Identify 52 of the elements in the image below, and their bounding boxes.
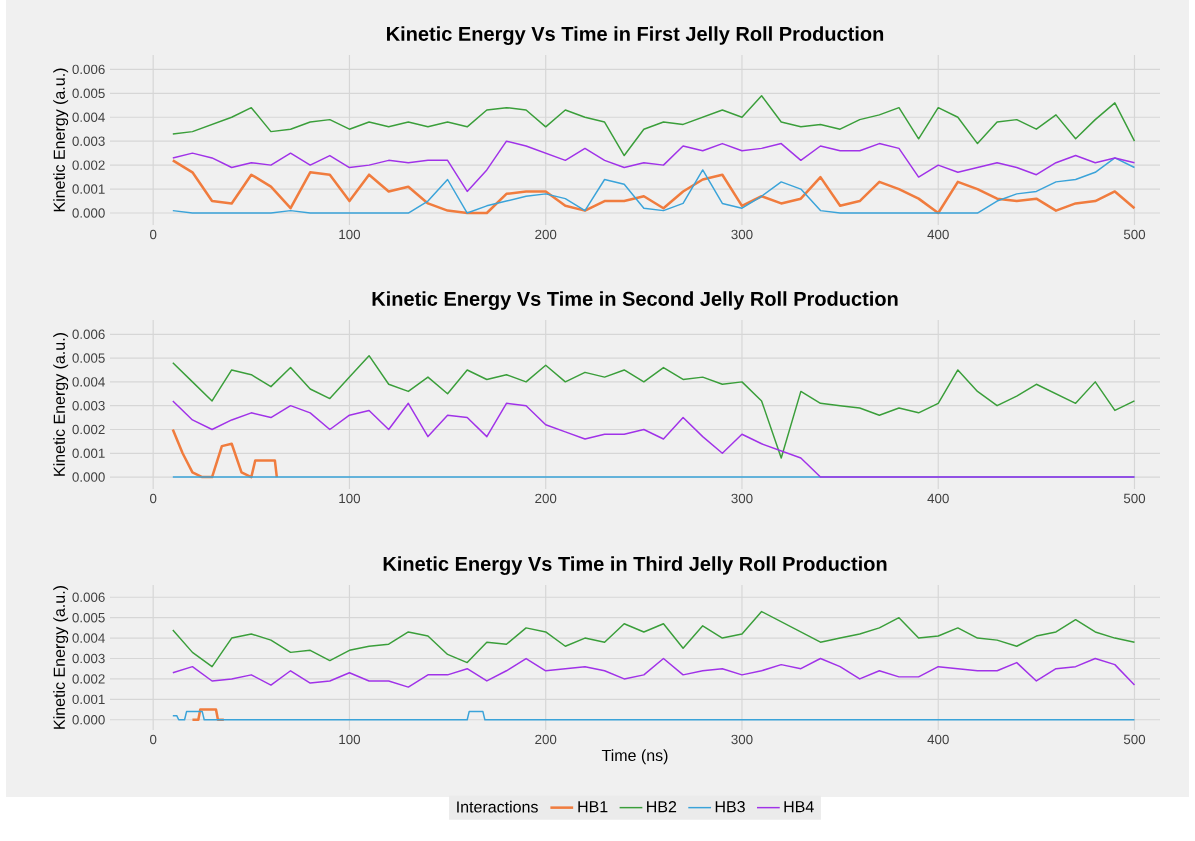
y-tick-label: 0.003 [72, 136, 105, 146]
y-tick-label: 0.002 [72, 674, 105, 684]
x-axis-title: Time (ns) [601, 749, 668, 765]
y-tick-label: 0.003 [72, 400, 105, 411]
y-tick-label: 0.005 [72, 88, 105, 99]
x-tick-label: 100 [339, 493, 361, 504]
x-tick-label: 500 [1123, 229, 1146, 240]
chart-title: Kinetic Energy Vs Time in Second Jelly Roll Production [372, 291, 898, 310]
x-tick-label: 400 [927, 229, 949, 240]
x-tick-label: 300 [731, 493, 753, 504]
y-tick-label: 0.006 [72, 592, 105, 602]
y-tick-label: 0.006 [72, 64, 105, 75]
y-tick-label: 0.004 [72, 377, 105, 387]
x-tick-label: 200 [535, 734, 557, 745]
y-tick-label: 0.003 [72, 653, 105, 664]
legend-label: HB3 [715, 801, 745, 813]
chart-title: Kinetic Energy Vs Time in Third Jelly Roll Production [383, 556, 887, 575]
y-tick-label: 0.001 [72, 694, 105, 705]
x-tick-label: 300 [731, 229, 753, 240]
y-tick-label: 0.000 [72, 715, 105, 725]
y-tick-label: 0.000 [72, 208, 105, 218]
x-tick-label: 0 [150, 734, 157, 745]
y-tick-label: 0.005 [72, 612, 105, 623]
y-axis-title: Kinetic Energy (a.u.) [53, 333, 69, 476]
y-axis-title: Kinetic Energy (a.u.) [53, 586, 69, 729]
x-tick-label: 500 [1123, 734, 1146, 745]
y-tick-label: 0.002 [72, 424, 105, 435]
y-tick-label: 0.002 [72, 160, 105, 170]
legend-label: HB2 [647, 801, 677, 813]
x-tick-label: 0 [150, 229, 157, 240]
y-tick-label: 0.005 [72, 353, 105, 363]
x-tick-label: 500 [1123, 493, 1146, 504]
x-tick-label: 0 [150, 493, 157, 504]
y-axis-title: Kinetic Energy (a.u.) [53, 68, 69, 212]
y-tick-label: 0.006 [72, 329, 105, 339]
x-tick-label: 100 [339, 734, 361, 745]
legend-label: HB4 [784, 801, 814, 813]
x-tick-label: 200 [535, 493, 557, 504]
legend-label: HB1 [578, 801, 608, 813]
y-tick-label: 0.001 [72, 184, 105, 194]
x-tick-label: 200 [535, 229, 557, 240]
x-tick-label: 400 [927, 734, 949, 745]
y-tick-label: 0.000 [72, 472, 105, 482]
y-tick-label: 0.001 [72, 448, 105, 458]
line-series [172, 657, 1136, 688]
legend-title: Interactions [457, 800, 538, 813]
chart-title: Kinetic Energy Vs Time in First Jelly Roll Production [387, 26, 884, 45]
x-tick-label: 300 [731, 734, 753, 745]
y-tick-label: 0.004 [72, 633, 105, 643]
x-tick-label: 100 [339, 229, 361, 240]
y-tick-label: 0.004 [72, 112, 105, 122]
x-tick-label: 400 [927, 493, 949, 504]
